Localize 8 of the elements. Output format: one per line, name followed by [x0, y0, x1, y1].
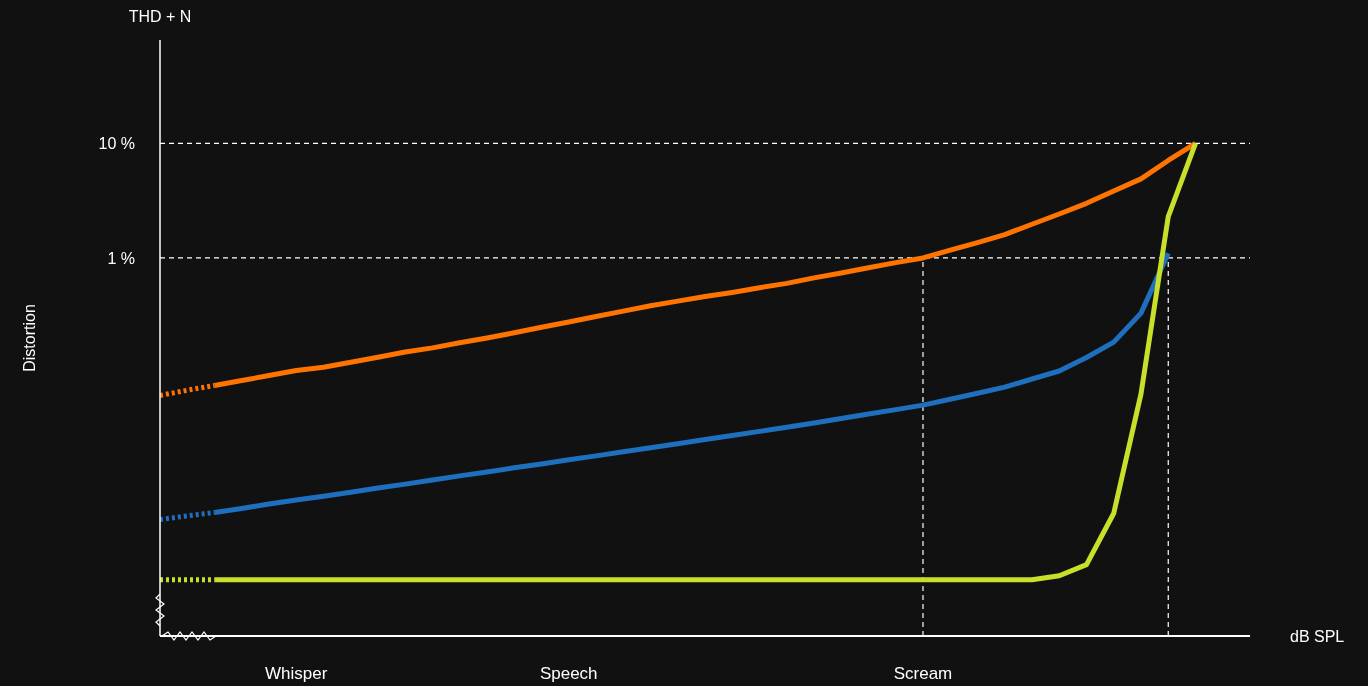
x-axis-title: dB SPL	[1290, 627, 1345, 645]
x-tick-label: Whisper	[265, 663, 328, 683]
y-axis-title: Distortion	[21, 304, 38, 372]
x-tick-label: Scream	[893, 663, 953, 683]
y-tick-label: 1 %	[107, 249, 135, 267]
x-tick-label: Speech	[539, 663, 598, 683]
text: THD + N	[128, 8, 192, 25]
y-tick-label: 10 %	[98, 135, 135, 153]
